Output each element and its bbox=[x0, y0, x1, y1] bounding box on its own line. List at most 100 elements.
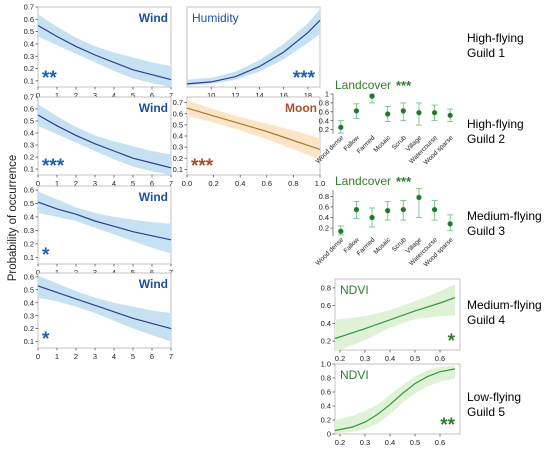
y-tick-label: 0.2 bbox=[24, 239, 34, 248]
x-tick-label: 2 bbox=[74, 91, 78, 100]
x-tick-label: 3 bbox=[93, 352, 97, 361]
y-tick-label: 0.4 bbox=[24, 213, 34, 222]
x-tick-label: 7 bbox=[169, 91, 173, 100]
x-tick-label: 2 bbox=[74, 352, 78, 361]
guild-label-5: Low-flying Guild 5 bbox=[467, 390, 521, 420]
panel-title: Moon bbox=[285, 101, 317, 115]
y-tick-label: 0.8 bbox=[319, 192, 329, 201]
panel-wind3: 0 1 2 3 4 5 6 7 0.1 0.2 0.3 0.4 0.5 0.6 Wind * bbox=[24, 185, 173, 277]
y-tick-label: 0.6 bbox=[24, 272, 34, 281]
y-tick-label: 0.6 bbox=[321, 388, 331, 397]
x-tick-label: 2 bbox=[74, 179, 78, 188]
x-tick-label: 0.6 bbox=[262, 179, 272, 188]
x-tick-label: 0.2 bbox=[208, 179, 218, 188]
y-tick-label: 0.8 bbox=[321, 283, 331, 292]
guild-label-4: Medium-flying Guild 4 bbox=[467, 298, 542, 328]
significance-stars: * bbox=[42, 329, 50, 350]
x-tick-label: 0.2 bbox=[335, 438, 345, 447]
y-tick-label: 0.2 bbox=[319, 224, 329, 233]
panel-title: NDVI bbox=[340, 368, 369, 382]
y-tick-label: 0.7 bbox=[173, 98, 183, 107]
x-tick-label: 6 bbox=[150, 179, 154, 188]
y-tick-label: 0.6 bbox=[24, 105, 34, 114]
x-tick-label: 10 bbox=[207, 91, 215, 100]
data-point bbox=[369, 93, 375, 99]
x-tick-label: 0.6 bbox=[435, 354, 445, 363]
y-tick-label: 0.4 bbox=[321, 402, 331, 411]
fitted-line bbox=[37, 114, 172, 169]
fitted-line bbox=[37, 201, 172, 241]
x-tick-label: 1 bbox=[55, 179, 59, 188]
fitted-line bbox=[334, 368, 456, 432]
guild-4-name: Guild 4 bbox=[467, 313, 506, 327]
y-tick-label: 0.2 bbox=[173, 154, 183, 163]
y-tick-label: 0.5 bbox=[24, 285, 34, 294]
panel-title: Landcover bbox=[335, 78, 391, 92]
x-tick-label: 0.3 bbox=[360, 438, 370, 447]
x-tick-label: 0 bbox=[36, 352, 40, 361]
x-tick-label: 5 bbox=[131, 179, 135, 188]
data-point bbox=[431, 110, 438, 116]
y-tick-label: 0.4 bbox=[24, 298, 34, 307]
x-tick-label: 0.5 bbox=[410, 354, 420, 363]
data-point bbox=[353, 108, 360, 114]
fitted-line bbox=[37, 24, 172, 81]
y-tick-label: 0.3 bbox=[24, 141, 34, 150]
data-point bbox=[338, 124, 344, 130]
confidence-band bbox=[187, 100, 320, 160]
x-tick-label: 3 bbox=[93, 268, 97, 277]
guild-3-flight: Medium-flying bbox=[467, 209, 542, 223]
x-tick-label: 5 bbox=[131, 268, 135, 277]
y-tick-label: 0.4 bbox=[319, 213, 329, 222]
y-tick-label: 0.1 bbox=[24, 337, 34, 346]
y-tick-label: 0.7 bbox=[24, 93, 34, 102]
y-tick-label: 0.2 bbox=[24, 64, 34, 73]
panel-title: Wind bbox=[139, 11, 168, 25]
data-point bbox=[447, 221, 453, 227]
panel-title: Humidity bbox=[192, 11, 239, 25]
x-tick-label: 7 bbox=[169, 268, 173, 277]
guild-1-flight: High-flying bbox=[467, 31, 524, 45]
significance-stars: ** bbox=[42, 68, 57, 89]
significance-stars: *** bbox=[396, 174, 412, 189]
panel-wind1: 0 1 2 3 4 5 6 7 0.1 0.2 0.3 0.4 0.5 0.6 0.7 Wind ** bbox=[24, 3, 174, 100]
y-tick-label: 0.1 bbox=[173, 165, 183, 174]
y-tick-label: 0.4 bbox=[24, 129, 34, 138]
x-tick-label: 12 bbox=[231, 91, 239, 100]
y-tick-label: 0.6 bbox=[319, 107, 329, 116]
data-point bbox=[400, 108, 406, 114]
x-tick-label: 3 bbox=[93, 91, 97, 100]
guild-label-2: High-flying Guild 2 bbox=[467, 117, 524, 147]
y-tick-label: 0.7 bbox=[24, 3, 34, 12]
panel-ndvi5: 0.2 0.3 0.4 0.5 0.6 0 0.2 0.4 0.6 0.8 1.0 NDVI ** bbox=[321, 360, 461, 447]
x-tick-label: 5 bbox=[131, 352, 135, 361]
x-tick-label: 0.0 bbox=[182, 179, 192, 188]
x-tick-label: 4 bbox=[112, 268, 116, 277]
panel-title: Landcover bbox=[335, 174, 391, 188]
y-tick-label: 0.4 bbox=[321, 319, 331, 328]
y-tick-label: 1.0 bbox=[321, 360, 331, 369]
y-tick-label: 0.5 bbox=[173, 120, 183, 129]
data-point bbox=[416, 194, 422, 201]
data-point bbox=[431, 206, 438, 213]
y-tick-label: 0.4 bbox=[319, 116, 329, 125]
x-tick-label: 0.2 bbox=[335, 354, 345, 363]
x-tick-label: 5 bbox=[131, 91, 135, 100]
significance-stars: * bbox=[42, 245, 50, 266]
significance-stars: *** bbox=[396, 78, 412, 93]
guild-5-name: Guild 5 bbox=[467, 405, 506, 419]
guild-5-flight: Low-flying bbox=[467, 390, 522, 404]
x-tick-label: 0.4 bbox=[235, 179, 245, 188]
guild-label-1: High-flying Guild 1 bbox=[467, 31, 524, 61]
y-tick-label: 0.4 bbox=[173, 132, 183, 141]
x-tick-label: 18 bbox=[304, 91, 312, 100]
category-label: Wood dense bbox=[315, 236, 346, 267]
y-tick-label: 0.2 bbox=[319, 125, 329, 134]
category-label: Mosaic bbox=[373, 134, 393, 154]
confidence-band bbox=[38, 14, 171, 87]
x-tick-label: 0 bbox=[36, 268, 40, 277]
data-point bbox=[353, 206, 360, 213]
